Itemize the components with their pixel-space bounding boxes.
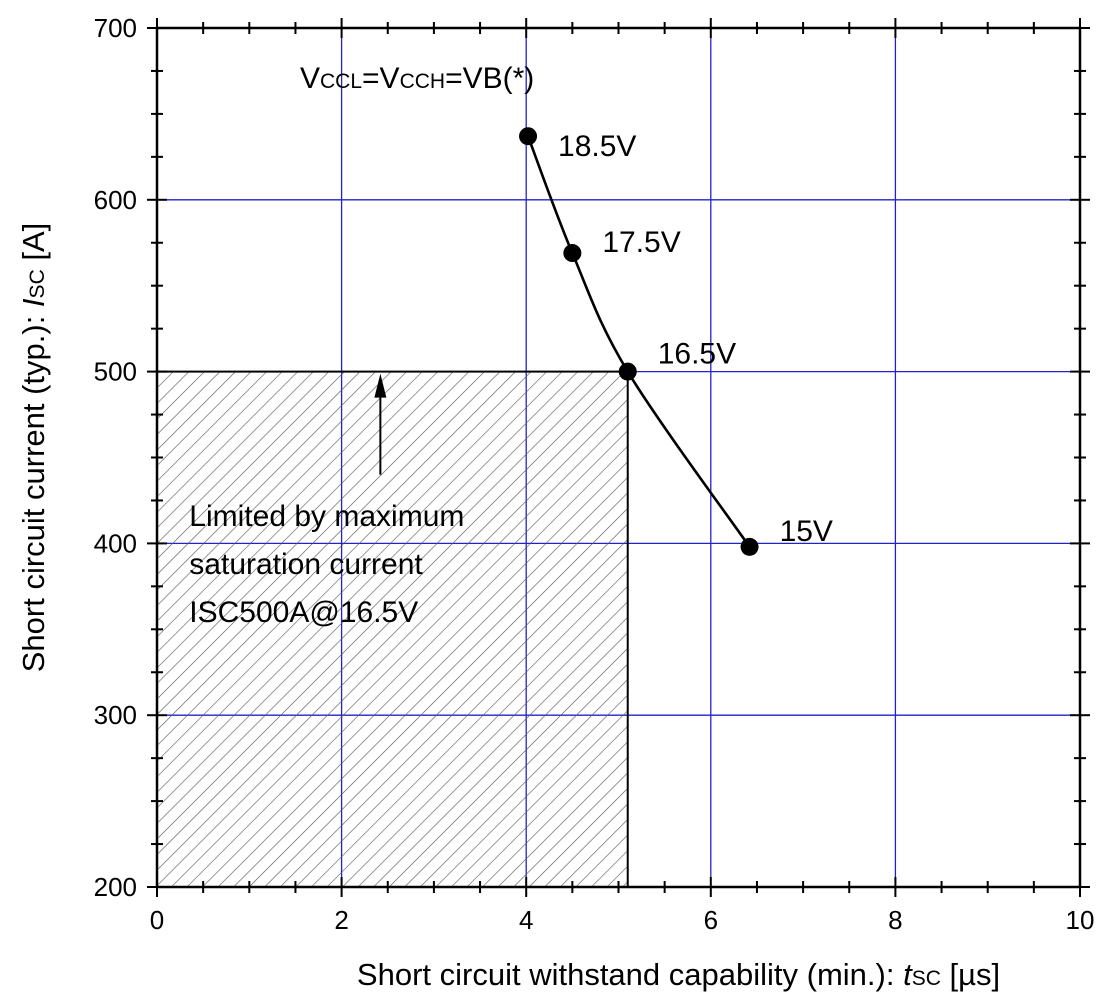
data-point-label: 17.5V — [602, 226, 680, 259]
data-point — [740, 537, 759, 556]
x-tick-label: 8 — [888, 905, 902, 935]
limited-region-hatch — [156, 370, 629, 889]
y-title-var: I — [16, 298, 51, 307]
limited-note-line-2: saturation current — [189, 548, 423, 581]
note-sub2: CCH — [400, 70, 446, 93]
x-axis-title: Short circuit withstand capability (min.… — [357, 957, 1000, 992]
note-v1: V — [300, 62, 320, 95]
y-tick-labels: 200 300 400 500 600 700 — [94, 13, 137, 902]
y-tick-label: 500 — [94, 357, 137, 387]
data-point-label: 15V — [780, 515, 833, 548]
y-tick-label: 400 — [94, 528, 137, 558]
y-tick-label: 200 — [94, 872, 137, 902]
y-tick-label: 600 — [94, 185, 137, 215]
limited-note-line-1: Limited by maximum — [189, 500, 464, 533]
data-points — [519, 127, 759, 556]
data-point-label: 16.5V — [658, 338, 736, 371]
limited-region-note: Limited by maximum saturation current IS… — [189, 500, 464, 629]
data-point-labels: 18.5V 17.5V 16.5V 15V — [558, 130, 833, 548]
y-axis-title: Short circuit current (typ.): ISC [A] — [16, 223, 51, 673]
x-tick-label: 2 — [334, 905, 348, 935]
x-tick-label: 4 — [519, 905, 533, 935]
x-title-sub: SC — [912, 967, 941, 990]
x-tick-label: 10 — [1066, 905, 1095, 935]
x-title-suffix: [µs] — [941, 957, 1000, 992]
x-title-prefix: Short circuit withstand capability (min.… — [357, 957, 903, 992]
data-point-label: 18.5V — [558, 130, 636, 163]
note-v2: =V — [362, 62, 400, 95]
limit-arrow — [374, 373, 387, 475]
arrow-head — [374, 373, 387, 398]
y-tick-label: 300 — [94, 700, 137, 730]
x-tick-label: 6 — [704, 905, 718, 935]
y-tick-label: 700 — [94, 13, 137, 43]
limited-note-line-3: ISC500A@16.5V — [189, 596, 418, 629]
x-tick-label: 0 — [150, 905, 164, 935]
data-point — [563, 244, 582, 263]
x-title-var: t — [903, 957, 913, 992]
axis-ticks — [147, 18, 1090, 897]
data-point — [519, 127, 538, 146]
x-tick-labels: 0 2 4 6 8 10 — [150, 905, 1095, 935]
isc-curve — [526, 135, 751, 548]
y-title-sub: SC — [26, 269, 49, 298]
y-title-suffix: [A] — [16, 223, 51, 270]
note-sub1: CCL — [320, 70, 362, 93]
note-v3: =VB(*) — [445, 62, 534, 95]
voltage-condition-note: VCCL=VCCH=VB(*) — [300, 62, 534, 95]
y-title-prefix: Short circuit current (typ.): — [16, 307, 51, 672]
data-point — [618, 362, 637, 381]
